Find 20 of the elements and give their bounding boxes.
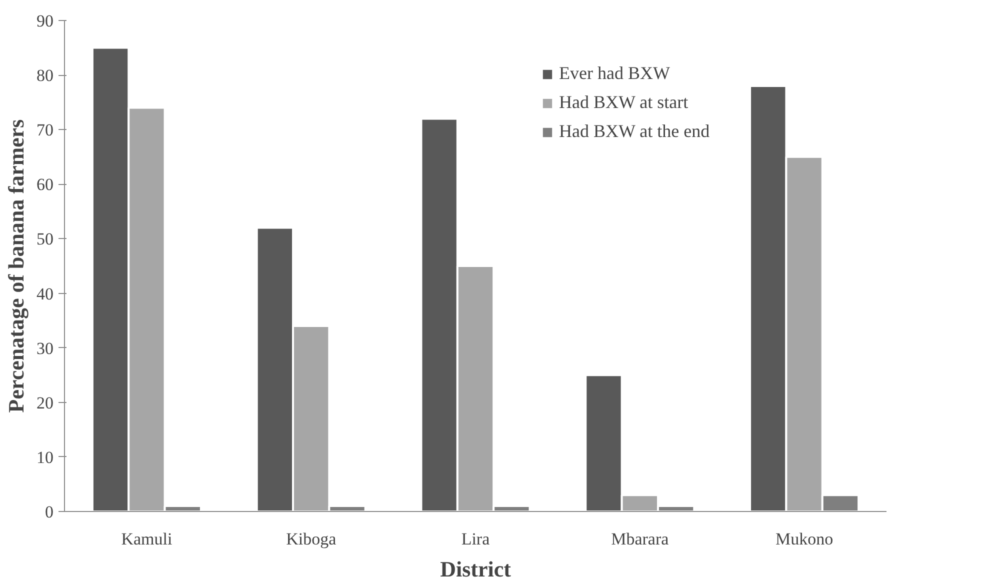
- y-tick-label: 60: [36, 175, 54, 194]
- y-tick-label: 20: [36, 393, 54, 412]
- y-tick-label: 70: [36, 120, 54, 140]
- x-tick-label: Mbarara: [611, 530, 670, 548]
- legend-label: Had BXW at start: [559, 92, 688, 113]
- y-tick-label: 90: [36, 12, 54, 30]
- x-tick-label: Mukono: [775, 530, 834, 548]
- y-tick-label: 30: [36, 338, 54, 358]
- x-tick-label: Kamuli: [121, 530, 172, 548]
- y-tick-label: 80: [36, 66, 54, 86]
- y-tick-label: 40: [36, 284, 54, 304]
- x-tick-label: Kiboga: [286, 530, 337, 548]
- legend-label: Ever had BXW: [559, 63, 670, 84]
- y-axis-title: Percenatage of banana farmers: [4, 118, 28, 413]
- x-axis-title: District: [440, 556, 512, 582]
- x-tick-label: Lira: [461, 530, 490, 548]
- y-tick-label: 50: [36, 230, 54, 249]
- y-tick-label: 10: [36, 448, 54, 467]
- y-tick-label: 0: [45, 502, 54, 522]
- legend-label: Had BXW at the end: [559, 121, 710, 142]
